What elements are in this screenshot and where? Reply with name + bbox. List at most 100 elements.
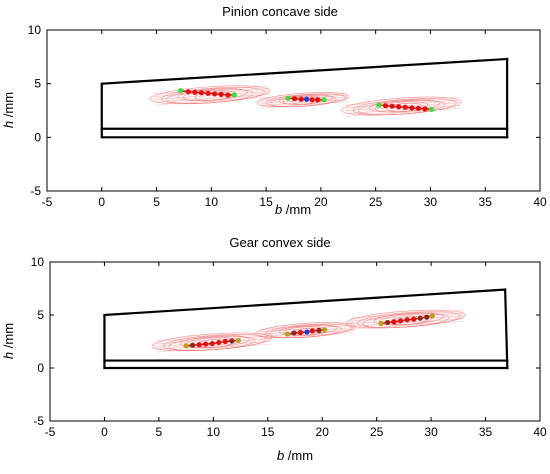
pinion-contact-point xyxy=(225,92,231,98)
pinion-contact-point xyxy=(231,92,237,98)
gear-patch-hatch xyxy=(156,335,270,344)
pinion-patch-hatch xyxy=(345,99,460,109)
gear-patch-hatch xyxy=(259,324,355,333)
gear-x-axis-unit: /mm xyxy=(284,448,313,463)
gear-patch-hatch xyxy=(259,332,355,340)
pinion-contact-point xyxy=(212,91,218,97)
gear-patch-hatch xyxy=(156,332,270,342)
pinion-contact-point xyxy=(178,88,184,94)
gear-contact-point xyxy=(384,319,391,326)
gear-patch-hatch xyxy=(350,318,465,327)
gear-x-tick-label: 25 xyxy=(370,425,384,439)
pinion-contact-point xyxy=(192,89,198,95)
gear-x-tick-label: 0 xyxy=(101,425,108,439)
pinion-x-ticks: -5 0 5 10 15 20 25 30 35 40 xyxy=(42,30,547,209)
gear-tooth-outline xyxy=(103,288,509,370)
pinion-contact-point xyxy=(185,89,191,95)
pinion-contact-point xyxy=(409,105,415,111)
pinion-x-tick-label: 25 xyxy=(369,195,383,209)
pinion-x-tick-label: 5 xyxy=(153,195,160,209)
pinion-patch-hatch xyxy=(260,94,348,102)
gear-contact-point xyxy=(417,315,423,321)
pinion-patch-hatch xyxy=(260,99,349,106)
pinion-contact-point xyxy=(291,96,298,102)
pinion-patch-hatch xyxy=(154,94,269,103)
gear-patch-hatch xyxy=(259,322,355,330)
gear-contact-point xyxy=(183,343,189,349)
pinion-contact-point xyxy=(376,102,382,108)
pinion-contact-paths xyxy=(178,88,435,113)
pinion-contact-point xyxy=(218,91,224,97)
gear-contact-point xyxy=(229,338,235,344)
gear-x-tick-label: 40 xyxy=(533,425,547,439)
pinion-contact-point xyxy=(285,95,291,101)
gear-y-tick-label: -5 xyxy=(33,414,44,428)
gear-contact-point xyxy=(424,314,430,320)
pinion-y-tick-label: 0 xyxy=(34,130,41,144)
gear-patch-hatch xyxy=(156,343,271,353)
pinion-y-axis-var: h xyxy=(1,121,16,128)
pinion-x-tick-label: 10 xyxy=(205,195,219,209)
pinion-tooth-outline xyxy=(100,57,509,139)
pinion-contact-point xyxy=(402,104,408,110)
pinion-y-axis-unit: /mm xyxy=(1,92,16,121)
gear-contact-point xyxy=(203,341,209,347)
gear-patch-hatch xyxy=(349,310,464,319)
gear-contact-paths xyxy=(183,313,435,349)
gear-x-tick-label: -5 xyxy=(45,425,56,439)
gear-y-ticks: -5 0 5 10 xyxy=(31,255,540,428)
gear-contact-point xyxy=(284,331,290,337)
gear-y-axis-unit: /mm xyxy=(1,323,16,352)
pinion-chart-title: Pinion concave side xyxy=(222,4,338,19)
pinion-patch-hatch xyxy=(345,96,460,106)
pinion-contact-point xyxy=(382,103,389,109)
pinion-x-tick-label: 30 xyxy=(424,195,438,209)
gear-contact-point xyxy=(404,317,410,323)
gear-x-ticks: -5 0 5 10 15 20 25 30 35 40 xyxy=(45,262,547,439)
pinion-y-tick-label: 10 xyxy=(28,23,42,37)
gear-y-axis-label: h /mm xyxy=(1,323,16,359)
pinion-contact-point xyxy=(309,97,315,103)
pinion-contact-point xyxy=(422,106,428,112)
gear-y-tick-label: 0 xyxy=(37,361,44,375)
gear-contact-point xyxy=(411,316,417,322)
pinion-patch-hatch xyxy=(261,101,349,109)
pinion-contact-point xyxy=(304,96,310,102)
pinion-patch-hatch xyxy=(153,85,269,95)
gear-contact-point xyxy=(190,342,196,348)
pinion-patch-hatch xyxy=(154,96,269,106)
pinion-y-tick-label: -5 xyxy=(30,184,41,198)
gear-contact-point xyxy=(391,319,397,325)
gear-contact-point xyxy=(378,320,384,327)
gear-contact-point xyxy=(304,329,310,335)
gear-x-tick-label: 10 xyxy=(207,425,221,439)
gear-x-axis-label: b /mm xyxy=(277,448,313,463)
pinion-x-tick-label: 20 xyxy=(314,195,328,209)
gear-x-tick-label: 15 xyxy=(261,425,275,439)
gear-contact-point xyxy=(216,339,222,346)
pinion-y-axis-label: h /mm xyxy=(1,92,16,128)
pinion-x-tick-label: -5 xyxy=(42,195,53,209)
gear-convex-panel: Gear convex side -5 0 5 10 15 20 25 30 35 40 -5 0 5… xyxy=(1,235,547,463)
pinion-x-axis-label: b /mm xyxy=(275,202,311,217)
gear-x-axis-var: b xyxy=(277,448,284,463)
pinion-x-axis-unit: /mm xyxy=(282,202,311,217)
gear-patch-hatch xyxy=(350,312,464,322)
pinion-contact-point xyxy=(315,97,321,103)
gear-contact-point xyxy=(321,327,327,333)
pinion-patch-hatch xyxy=(154,91,269,100)
gear-outline-right xyxy=(504,288,509,370)
pinion-y-ticks: -5 0 5 10 xyxy=(28,23,540,198)
gear-y-tick-label: 5 xyxy=(37,308,44,322)
gear-outline-top xyxy=(103,288,507,317)
gear-contact-point xyxy=(196,342,202,348)
pinion-contact-point xyxy=(428,106,435,113)
gear-contact-point xyxy=(291,330,297,336)
pinion-contact-point xyxy=(205,90,211,96)
gear-patch-hatch xyxy=(350,321,465,330)
pinion-contact-point xyxy=(396,104,402,110)
pinion-outline-top xyxy=(100,57,509,85)
pinion-x-tick-label: 0 xyxy=(98,195,105,209)
gear-contact-point xyxy=(235,337,241,344)
